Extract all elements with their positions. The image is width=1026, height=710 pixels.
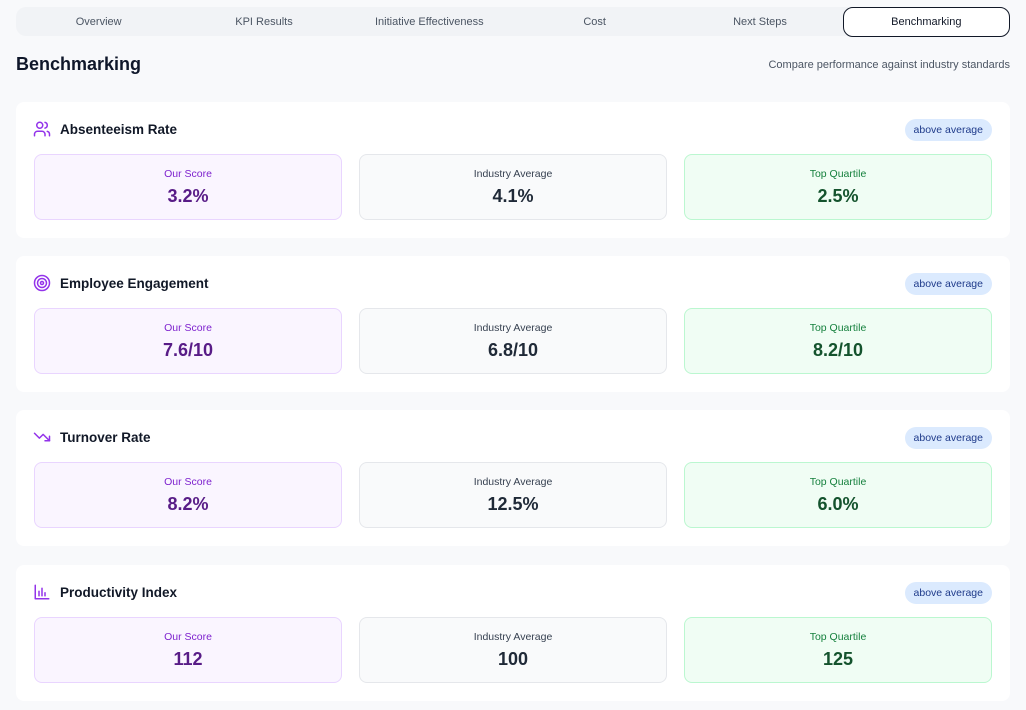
bar-chart-icon <box>33 583 51 601</box>
tab-next-steps[interactable]: Next Steps <box>733 15 787 28</box>
top-quartile-label: Top Quartile <box>809 321 867 334</box>
our-score-box: Our Score 8.2% <box>34 462 342 528</box>
top-quartile-box: Top Quartile 2.5% <box>684 154 992 220</box>
card-header: Employee Engagement <box>33 274 209 292</box>
status-badge: above average <box>904 119 992 141</box>
card-header: Absenteeism Rate <box>33 120 177 138</box>
benchmark-card-productivity: Productivity Index above average Our Sco… <box>16 565 1010 701</box>
card-title: Employee Engagement <box>60 275 209 291</box>
our-score-value: 7.6/10 <box>162 339 214 360</box>
tab-overview[interactable]: Overview <box>75 15 122 28</box>
metric-row: Our Score 7.6/10 Industry Average 6.8/10… <box>34 308 992 374</box>
industry-average-box: Industry Average 100 <box>359 617 667 683</box>
tab-kpi-results[interactable]: KPI Results <box>235 15 293 28</box>
our-score-box: Our Score 7.6/10 <box>34 308 342 374</box>
card-header: Productivity Index <box>33 583 177 601</box>
status-badge: above average <box>904 273 992 295</box>
our-score-label: Our Score <box>164 167 212 180</box>
top-quartile-value: 6.0% <box>817 493 859 514</box>
trending-down-icon <box>33 428 51 446</box>
our-score-value: 112 <box>173 648 203 669</box>
industry-average-box: Industry Average 4.1% <box>359 154 667 220</box>
target-icon <box>33 274 51 292</box>
page-title: Benchmarking <box>16 54 142 74</box>
our-score-box: Our Score 3.2% <box>34 154 342 220</box>
card-title: Absenteeism Rate <box>60 121 178 137</box>
industry-average-value: 4.1% <box>492 185 534 206</box>
top-quartile-box: Top Quartile 6.0% <box>684 462 992 528</box>
page-subtitle: Compare performance against industry sta… <box>768 59 1010 71</box>
industry-average-value: 100 <box>497 648 529 669</box>
industry-average-label: Industry Average <box>473 475 553 488</box>
industry-average-box: Industry Average 6.8/10 <box>359 308 667 374</box>
top-quartile-label: Top Quartile <box>809 475 867 488</box>
our-score-value: 8.2% <box>167 493 209 514</box>
our-score-value: 3.2% <box>167 185 209 206</box>
top-quartile-box: Top Quartile 125 <box>684 617 992 683</box>
top-quartile-label: Top Quartile <box>809 167 867 180</box>
card-header: Turnover Rate <box>33 428 151 446</box>
our-score-box: Our Score 112 <box>34 617 342 683</box>
our-score-label: Our Score <box>164 630 212 643</box>
status-badge: above average <box>904 427 992 449</box>
industry-average-label: Industry Average <box>473 630 553 643</box>
industry-average-value: 12.5% <box>487 493 539 514</box>
tab-initiative-effectiveness[interactable]: Initiative Effectiveness <box>375 15 484 28</box>
top-quartile-value: 125 <box>822 648 854 669</box>
top-quartile-value: 2.5% <box>817 185 859 206</box>
our-score-label: Our Score <box>164 475 212 488</box>
tab-benchmarking[interactable]: Benchmarking <box>842 6 1010 37</box>
metric-row: Our Score 8.2% Industry Average 12.5% To… <box>34 462 992 528</box>
benchmark-card-absenteeism: Absenteeism Rate above average Our Score… <box>16 102 1010 238</box>
top-quartile-label: Top Quartile <box>809 630 867 643</box>
industry-average-box: Industry Average 12.5% <box>359 462 667 528</box>
metric-row: Our Score 112 Industry Average 100 Top Q… <box>34 617 992 683</box>
top-quartile-box: Top Quartile 8.2/10 <box>684 308 992 374</box>
tab-cost[interactable]: Cost <box>583 15 606 28</box>
benchmark-card-engagement: Employee Engagement above average Our Sc… <box>16 256 1010 392</box>
industry-average-label: Industry Average <box>473 167 553 180</box>
tab-bar: Overview KPI Results Initiative Effectiv… <box>16 6 1010 37</box>
card-title: Turnover Rate <box>60 429 151 445</box>
top-quartile-value: 8.2/10 <box>812 339 864 360</box>
industry-average-value: 6.8/10 <box>487 339 539 360</box>
our-score-label: Our Score <box>164 321 212 334</box>
benchmark-card-turnover: Turnover Rate above average Our Score 8.… <box>16 410 1010 546</box>
users-icon <box>33 120 51 138</box>
industry-average-label: Industry Average <box>473 321 553 334</box>
metric-row: Our Score 3.2% Industry Average 4.1% Top… <box>34 154 992 220</box>
status-badge: above average <box>904 582 992 604</box>
card-title: Productivity Index <box>60 584 178 600</box>
